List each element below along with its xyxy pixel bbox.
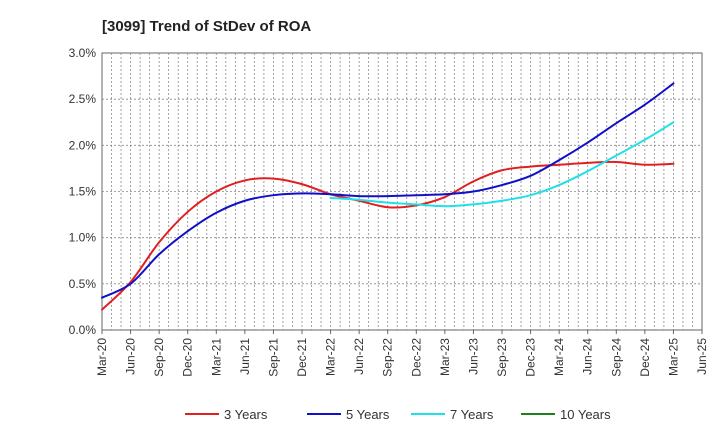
series-line-3: [329, 121, 675, 208]
chart-title: [3099] Trend of StDev of ROA: [102, 18, 311, 35]
x-tick-label: Dec-21: [295, 338, 309, 377]
x-tick-label: Jun-23: [466, 338, 480, 375]
series-lines: [101, 82, 675, 311]
x-tick-label: Sep-20: [152, 338, 166, 377]
legend-label: 3 Years: [224, 407, 268, 422]
x-tick-label: Jun-22: [352, 338, 366, 375]
x-tick-label: Sep-22: [381, 338, 395, 377]
x-tick-label: Jun-24: [581, 338, 595, 375]
x-tick-label: Dec-24: [638, 338, 652, 377]
x-tick-label: Mar-20: [95, 338, 109, 376]
x-tick-label: Sep-23: [495, 338, 509, 377]
x-tick-label: Mar-24: [552, 338, 566, 376]
y-axis: 0.0% 0.5% 1.0% 1.5% 2.0% 2.5% 3.0%: [69, 46, 97, 337]
x-tick-label: Jun-20: [124, 338, 138, 375]
x-tick-label: Mar-22: [324, 338, 338, 376]
x-tick-label: Dec-22: [409, 338, 423, 377]
x-tick-label: Jun-25: [695, 338, 709, 375]
x-tick-label: Sep-24: [609, 338, 623, 377]
legend-label: 10 Years: [560, 407, 611, 422]
legend-label: 5 Years: [346, 407, 390, 422]
y-tick-label: 1.5%: [69, 185, 97, 199]
y-tick-label: 0.5%: [69, 277, 97, 291]
series-line-1: [101, 160, 675, 311]
x-tick-label: Dec-20: [181, 338, 195, 377]
series-line-2: [101, 82, 675, 299]
x-tick-label: Jun-21: [238, 338, 252, 375]
legend: 3 Years 5 Years 7 Years 10 Years: [185, 407, 611, 422]
x-tick-label: Sep-21: [266, 338, 280, 377]
grid: [102, 53, 702, 330]
y-tick-label: 2.5%: [69, 92, 97, 106]
x-axis: Mar-20 Jun-20 Sep-20 Dec-20 Mar-21 Jun-21 Sep-…: [95, 330, 709, 377]
x-tick-label: Mar-23: [438, 338, 452, 376]
x-tick-label: Mar-21: [209, 338, 223, 376]
y-tick-label: 0.0%: [69, 323, 97, 337]
y-tick-label: 1.0%: [69, 231, 97, 245]
x-tick-label: Dec-23: [524, 338, 538, 377]
legend-label: 7 Years: [450, 407, 494, 422]
x-tick-label: Mar-25: [666, 338, 680, 376]
y-tick-label: 3.0%: [69, 46, 97, 60]
y-tick-label: 2.0%: [69, 138, 97, 152]
